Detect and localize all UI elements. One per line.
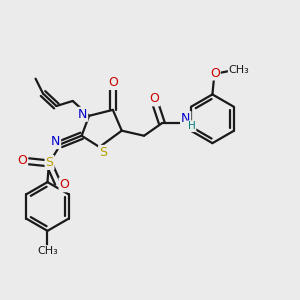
Text: N: N [181,112,190,125]
Text: S: S [46,156,53,169]
Text: S: S [99,146,107,159]
Text: CH₃: CH₃ [37,246,58,256]
Text: O: O [210,67,220,80]
Text: O: O [17,154,27,167]
Text: H: H [188,121,196,131]
Text: O: O [59,178,69,191]
Text: O: O [108,76,118,89]
Text: CH₃: CH₃ [229,65,250,75]
Text: N: N [78,108,87,121]
Text: O: O [149,92,159,105]
Text: N: N [51,135,60,148]
